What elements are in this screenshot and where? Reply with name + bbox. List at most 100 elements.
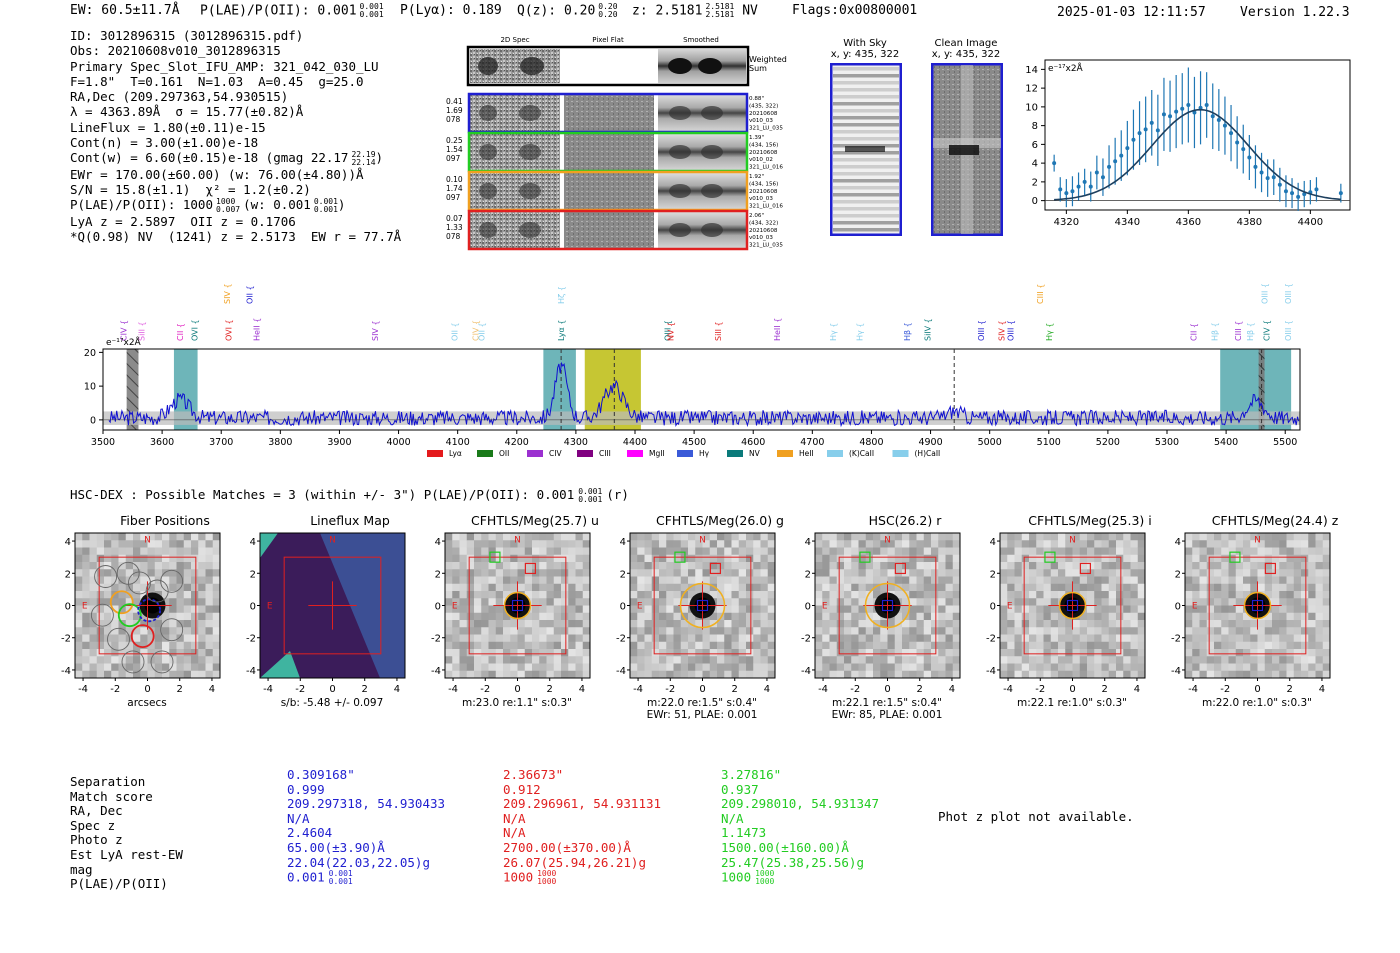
cutout-pixel [1279,656,1287,664]
cutout-pixel [702,533,711,541]
cutout-pixel [666,591,674,599]
cutout-pixel [118,540,127,548]
cutout-pixel [1014,641,1023,650]
cutout-pixel [1272,605,1280,614]
cutout-pixel [532,612,540,621]
cutout-pixel [738,540,747,548]
cutout-pixel [1065,547,1073,556]
cutout-pixel [1036,670,1044,679]
sky-stripe [833,186,899,190]
cutout-pixel [746,670,754,679]
spectrum-xtick-label: 5100 [1037,437,1061,448]
cutout-pixel [212,649,221,657]
cutout-pixel [1137,627,1146,635]
cutout-pixel [702,627,711,635]
legend-swatch [627,450,643,457]
cutout-pixel [1043,605,1052,614]
cutout-pixel [1101,533,1110,541]
sky-stripe [833,123,899,127]
cutout-pixel [466,612,475,621]
cutout-pixel [760,634,769,643]
cutout-pixel [154,554,163,563]
cutout-pixel [89,620,98,628]
cutout-pixel [1257,627,1266,635]
cutout-pixel [474,583,482,592]
cutout-pixel [1000,598,1008,606]
cutout-pixel [1264,641,1273,650]
cutout-pixel [909,649,917,657]
cutout-pixel [1279,562,1287,570]
cutout-pixel [191,569,199,577]
cutout-pixel [724,562,732,570]
cutout-pixel [1192,547,1200,556]
cutout-pixel [575,612,584,621]
cutout-pixel [96,562,105,570]
cutout-ytick-label: -2 [246,634,256,645]
cutout-pixel [495,634,504,643]
cutout-pixel [952,612,961,621]
cutout-pixel [836,569,845,577]
cutout-pixel [1286,598,1295,606]
cutout-pixel [474,663,482,672]
spectrum-ytick-label: 10 [84,382,96,393]
with-sky-image [830,63,902,236]
cutout-pixel [1094,627,1102,635]
match-box-red [524,562,536,575]
cutout-pixel [459,540,468,548]
cutout-pixel [1257,641,1266,650]
cutout-pixel [118,663,127,672]
cutout-pixel [140,620,148,628]
legend-label: CIV [549,449,562,458]
cutout-pixel [836,605,845,614]
cutout-pixel [767,641,776,650]
cutout-pixel [680,612,689,621]
cutout-pixel [688,533,696,541]
cutout-pixel [1123,569,1131,577]
cutout-pixel [1137,591,1146,599]
cutout-pixel [844,627,852,635]
cutout-pixel [1116,663,1124,672]
cutout-pixel [760,540,769,548]
fiber-circle-gray [127,571,151,595]
cutout-pixel [709,591,718,599]
cutout-pixel [637,605,645,614]
cutout-pixel [637,620,645,628]
cutout-pixel [1272,591,1280,599]
cutout-pixel [659,649,667,657]
cutout-pixel [510,620,518,628]
spec-row-right-label: 1.92" [749,174,764,180]
cutout-pixel [1286,612,1295,621]
cutout-pixel [659,612,667,621]
cutout-pixel [82,627,90,635]
cutout-pixel [1065,656,1073,664]
cutout-pixel [176,641,185,650]
cutout-pixel [452,620,460,628]
cutout-pixel [829,562,838,570]
cutout-pixel [873,569,881,577]
cutout-pixel [75,620,83,628]
cutout-pixel [738,533,747,541]
cutout-pixel [760,576,769,585]
cutout-pixel [630,612,638,621]
cutout-pixel [1029,670,1037,679]
cutout-ytick-label: 0 [805,602,811,613]
compass-north: N [144,536,151,546]
label-separation: Separation [70,774,146,789]
cutout-pixel [902,583,910,592]
cutout-pixel [561,649,569,657]
cutout-pixel [96,627,105,635]
zoom-point [1088,184,1093,189]
cutout-pixel [858,663,867,672]
cutout-pixel [952,583,961,592]
cutout-pixel [1214,591,1222,599]
cutout-pixel [945,547,954,556]
cutout-pixel [630,634,638,643]
cutout-pixel [815,554,823,563]
cutout-pixel [760,612,769,621]
match-box-blue [881,599,894,612]
cutout-pixel [731,612,740,621]
fiber-circle [109,590,134,615]
cutout-pixel [1137,576,1146,585]
